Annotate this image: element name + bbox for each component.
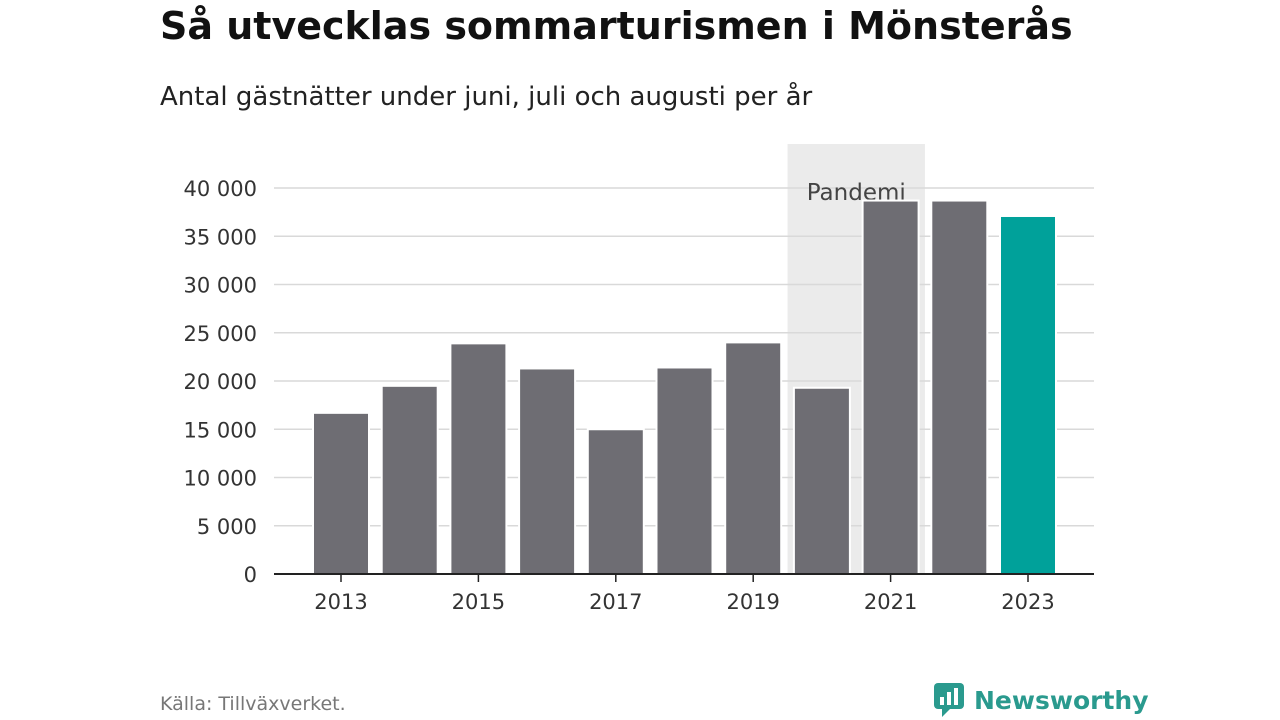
bar-chart: 0 5 000 10 000 15 000 20 000 25 000 30 000 35 0… [184,144,1094,614]
y-tick-label: 5 000 [197,515,257,539]
bar-2013 [312,411,370,575]
x-tick-label: 2019 [726,590,779,614]
bar-2015 [449,342,508,575]
bar-2017 [586,428,645,575]
newsworthy-logo: Newsworthy [934,683,1149,717]
bar-2014 [380,384,439,576]
y-tick-label: 20 000 [184,370,257,394]
brand-name: Newsworthy [974,685,1149,715]
bar-2016 [518,367,577,575]
y-tick-label: 0 [244,563,257,587]
bar-2021 [861,199,920,575]
y-tick-label: 30 000 [184,274,257,298]
bar-2019 [724,341,783,575]
chart-title: Så utvecklas sommarturismen i Mönsterås [160,4,1073,48]
newsworthy-logo-icon [934,683,964,717]
bar-2020 [792,386,851,575]
y-tick-label: 40 000 [184,177,257,201]
x-tick-label: 2023 [1001,590,1054,614]
y-tick-label: 35 000 [184,225,257,249]
chart-subtitle: Antal gästnätter under juni, juli och au… [160,82,813,112]
x-tick-label: 2015 [452,590,505,614]
bar-2018 [655,366,714,575]
bar-2022 [930,199,989,575]
x-tick-label: 2021 [864,590,917,614]
y-tick-label: 10 000 [184,467,257,491]
source-note: Källa: Tillväxverket. [160,693,346,715]
bar-2023 [999,214,1057,576]
y-tick-label: 15 000 [184,418,257,442]
y-tick-label: 25 000 [184,322,257,346]
x-tick-label: 2017 [589,590,642,614]
x-tick-label: 2013 [314,590,367,614]
